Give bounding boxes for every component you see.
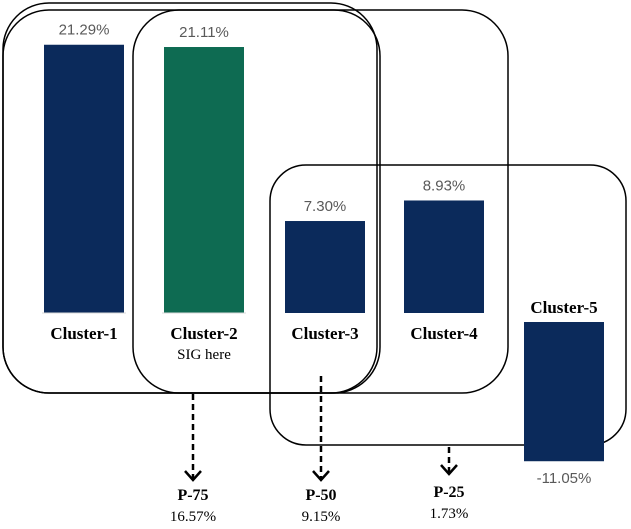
arrow-head-p-50 [312,470,330,482]
grouping-box-3 [2,9,509,394]
percentile-value-p-75: 16.57% [170,509,216,525]
value-label-cluster-5: -11.05% [537,470,592,487]
arrow-head-p-75 [184,470,202,482]
percentile-label-p-75: P-75 [177,487,208,504]
grouping-box-4 [269,164,627,446]
percentile-value-p-50: 9.15% [302,509,341,525]
bar-cluster-3 [285,221,365,313]
annotation-cluster-2: SIG here [177,347,231,363]
category-label-cluster-3: Cluster-3 [291,324,358,343]
category-label-cluster-5: Cluster-5 [530,298,597,317]
percentile-value-p-25: 1.73% [430,506,469,522]
value-label-cluster-1: 21.29% [59,22,110,39]
bar-cluster-5 [524,322,604,462]
category-label-cluster-2: Cluster-2 [170,324,237,343]
bar-cluster-1 [44,44,124,313]
labels: 21.29% Cluster-1 21.11% Cluster-2 7.30% Clust… [50,22,597,487]
value-label-cluster-4: 8.93% [423,177,466,194]
category-label-cluster-1: Cluster-1 [50,324,117,343]
category-label-cluster-4: Cluster-4 [410,324,478,343]
bars [42,44,604,462]
value-label-cluster-2: 21.11% [179,24,229,41]
value-label-cluster-3: 7.30% [304,198,347,215]
percentile-label-p-50: P-50 [305,487,336,504]
grouping-boxes [2,2,627,446]
bar-cluster-4 [404,200,484,313]
arrow-head-p-25 [440,464,458,476]
percentile-label-p-25: P-25 [433,484,464,501]
percentile-arrows: P-75 16.57% P-50 9.15% P-25 1.73% [170,376,469,525]
bar-cluster-2 [164,47,244,313]
